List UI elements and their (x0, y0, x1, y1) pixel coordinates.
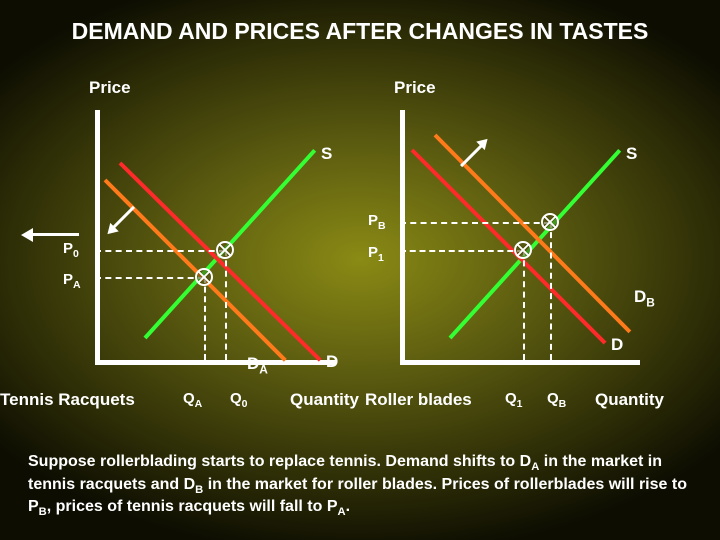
demand-label-shifted: DB (634, 287, 655, 309)
demand-curve-original (411, 149, 607, 345)
x-q0: Q0 (230, 390, 248, 410)
x-market-label: Roller blades (365, 390, 472, 410)
chart-rollerblades: PriceSDDBPBP1 Roller bladesQ1QBQuantity (400, 110, 640, 365)
supply-label: S (321, 144, 332, 164)
explanation-text: Suppose rollerblading starts to replace … (28, 452, 692, 520)
chart-tennis: PriceSDDAP0PA Tennis RacquetsQAQ0Quantit… (95, 110, 335, 365)
demand-label-d: D (326, 352, 338, 372)
supply-label: S (626, 144, 637, 164)
x-quantity-label: Quantity (290, 390, 359, 410)
x-q1: Q1 (505, 390, 523, 410)
price-p1: P1 (368, 244, 384, 264)
x-quantity-label: Quantity (595, 390, 664, 410)
y-axis-label: Price (394, 78, 436, 98)
x-qa: QA (183, 390, 202, 410)
demand-label-d: D (611, 335, 623, 355)
price-pb: PB (368, 212, 386, 232)
price-pa: PA (63, 271, 81, 291)
slide-title: DEMAND AND PRICES AFTER CHANGES IN TASTE… (0, 18, 720, 45)
intersection-marker (195, 268, 213, 286)
price-p0: P0 (63, 240, 79, 260)
intersection-marker (541, 213, 559, 231)
demand-label-shifted: DA (247, 354, 268, 376)
intersection-marker (216, 241, 234, 259)
intersection-marker (514, 241, 532, 259)
y-axis-label: Price (89, 78, 131, 98)
x-qb: QB (547, 390, 566, 410)
x-market-label: Tennis Racquets (0, 390, 135, 410)
